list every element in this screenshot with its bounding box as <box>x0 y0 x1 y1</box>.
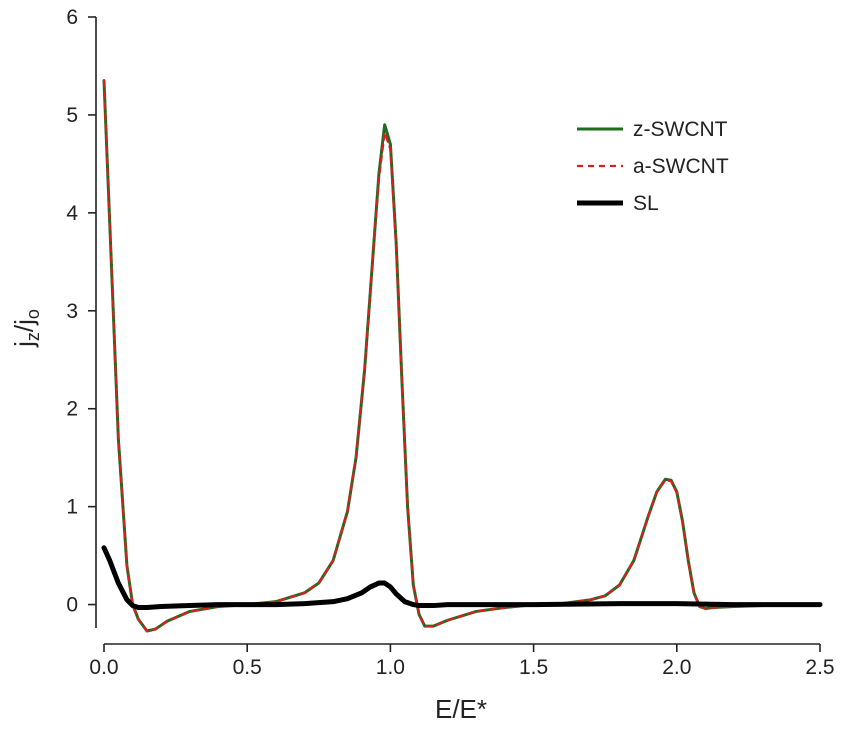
y-axis-title: jz/jo <box>9 309 43 348</box>
legend: z-SWCNT a-SWCNT SL <box>577 118 729 215</box>
legend-label-z-swcnt: z-SWCNT <box>633 118 728 141</box>
y-axis-title-slash: / <box>9 324 39 332</box>
y-tick-label: 4 <box>66 202 78 225</box>
x-tick-label: 0.0 <box>89 656 118 679</box>
x-tick-label: 0.5 <box>233 656 262 679</box>
y-axis-title-sub-z: z <box>23 332 43 341</box>
y-tick-label: 1 <box>66 496 78 519</box>
y-tick-label: 2 <box>66 398 78 421</box>
x-tick-label: 1.0 <box>376 656 405 679</box>
y-tick-label: 5 <box>66 104 78 127</box>
legend-label-a-swcnt: a-SWCNT <box>633 155 729 178</box>
y-tick-label: 0 <box>66 594 78 617</box>
series-layer <box>101 79 823 633</box>
axes-layer <box>95 17 820 645</box>
y-axis-title-sub-o: o <box>23 309 43 319</box>
x-tick-label: 1.5 <box>519 656 548 679</box>
y-tick-label: 3 <box>66 300 78 323</box>
y-axis-title-j2: j <box>9 319 39 326</box>
x-tick-label: 2.5 <box>805 656 834 679</box>
x-axis-title: E/E* <box>435 694 487 724</box>
x-tick-label: 2.0 <box>662 656 691 679</box>
y-tick-label: 6 <box>66 6 78 29</box>
ticks-layer: 0.0 0.5 1.0 1.5 2.0 2.5 0 1 2 3 4 5 6 <box>66 6 834 679</box>
series-line-sl <box>101 545 823 611</box>
series-line-a-swcnt <box>102 79 822 633</box>
y-axis-title-j1: j <box>9 341 39 348</box>
legend-label-sl: SL <box>633 192 659 215</box>
